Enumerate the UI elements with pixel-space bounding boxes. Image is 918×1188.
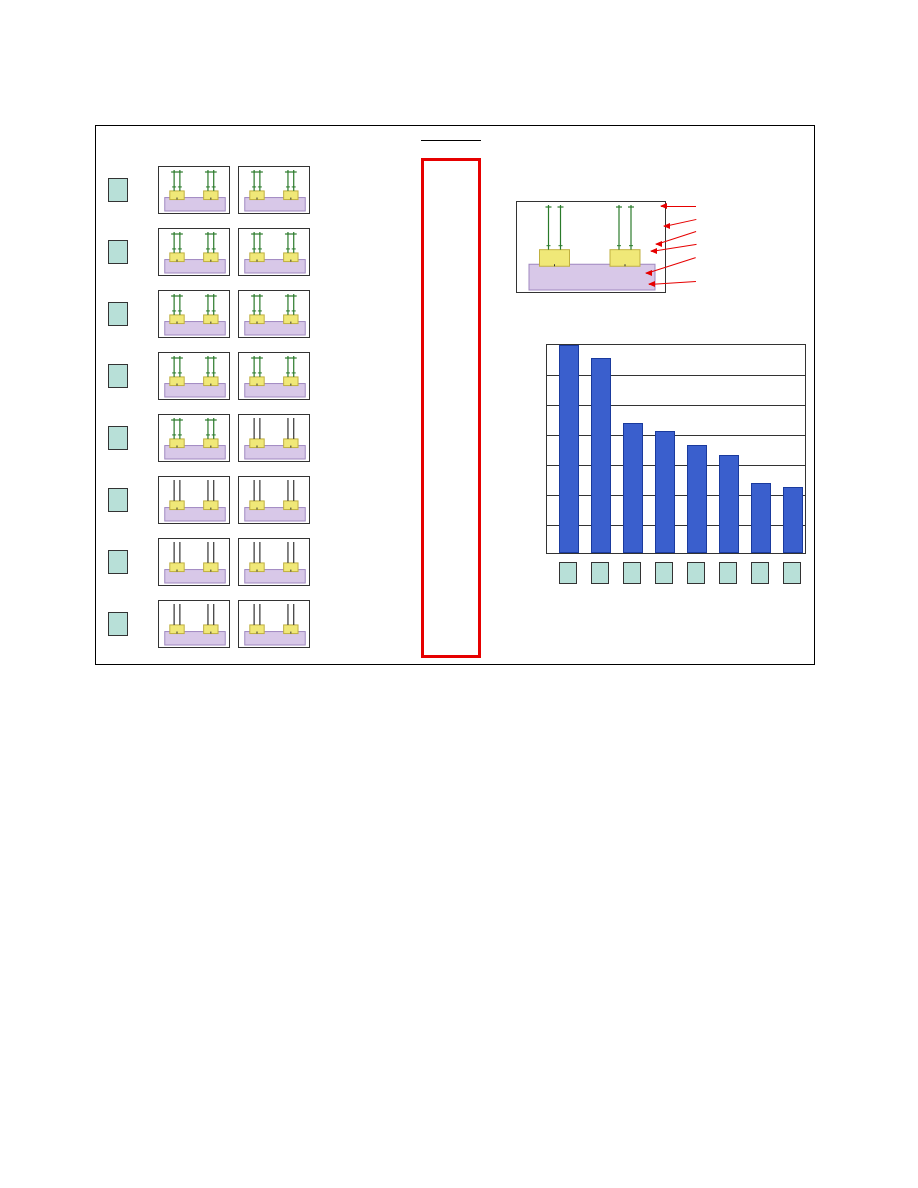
module-svg (159, 415, 231, 463)
config-row (108, 538, 310, 586)
config-row (108, 600, 310, 648)
config-badge (108, 240, 128, 264)
config-row (108, 290, 310, 338)
config-badge (108, 178, 128, 202)
module-svg (159, 167, 231, 215)
chart-bar (751, 483, 771, 553)
module-svg (239, 291, 311, 339)
red-highlight-column (421, 158, 481, 658)
chart-bar (655, 431, 675, 553)
chart-bar (559, 345, 579, 553)
module-card (158, 290, 230, 338)
module-card (158, 538, 230, 586)
chart-bar (623, 423, 643, 553)
legend-arrow-head-icon (648, 281, 655, 287)
legend-arrow-head-icon (655, 241, 662, 247)
config-badge (108, 612, 128, 636)
config-row (108, 166, 310, 214)
config-row (108, 228, 310, 276)
module-svg (239, 353, 311, 401)
module-svg (159, 353, 231, 401)
legend-arrow-head-icon (650, 248, 657, 254)
chart-label-box (687, 562, 705, 584)
module-card (238, 228, 310, 276)
module-card (238, 476, 310, 524)
module-svg (159, 539, 231, 587)
config-row (108, 414, 310, 462)
chart-gridline (547, 435, 805, 436)
chart-gridline (547, 375, 805, 376)
chart-label-box (751, 562, 769, 584)
chart-gridline (547, 465, 805, 466)
legend-module-svg (517, 202, 667, 294)
chart-label-box (559, 562, 577, 584)
module-svg (239, 167, 311, 215)
module-card (238, 600, 310, 648)
bar-chart-area (546, 344, 806, 554)
config-row (108, 352, 310, 400)
module-card (238, 290, 310, 338)
module-card (238, 166, 310, 214)
module-svg (159, 601, 231, 649)
module-svg (159, 291, 231, 339)
module-svg (159, 477, 231, 525)
config-badge (108, 364, 128, 388)
module-card (158, 166, 230, 214)
chart-bar (783, 487, 803, 553)
legend-arrow-head-icon (660, 203, 667, 209)
module-svg (159, 229, 231, 277)
module-card (158, 414, 230, 462)
legend-arrow-head-icon (645, 270, 652, 276)
module-card (158, 476, 230, 524)
legend-module-card (516, 201, 666, 293)
legend-arrow-head-icon (663, 223, 670, 229)
module-card (158, 228, 230, 276)
chart-bar (591, 358, 611, 553)
main-diagram-frame (95, 125, 815, 665)
config-badge (108, 550, 128, 574)
chart-bar (687, 445, 707, 553)
module-svg (239, 229, 311, 277)
chart-label-box (655, 562, 673, 584)
module-card (158, 352, 230, 400)
module-card (238, 538, 310, 586)
red-column-header-line (421, 140, 481, 141)
module-svg (239, 415, 311, 463)
chart-label-box (719, 562, 737, 584)
config-badge (108, 426, 128, 450)
chart-label-box (591, 562, 609, 584)
config-badge (108, 488, 128, 512)
module-card (238, 352, 310, 400)
module-svg (239, 477, 311, 525)
chart-bar (719, 455, 739, 553)
chart-gridline (547, 405, 805, 406)
module-card (158, 600, 230, 648)
module-card (238, 414, 310, 462)
chart-label-box (623, 562, 641, 584)
config-badge (108, 302, 128, 326)
config-row (108, 476, 310, 524)
module-svg (239, 601, 311, 649)
chart-label-box (783, 562, 801, 584)
module-svg (239, 539, 311, 587)
